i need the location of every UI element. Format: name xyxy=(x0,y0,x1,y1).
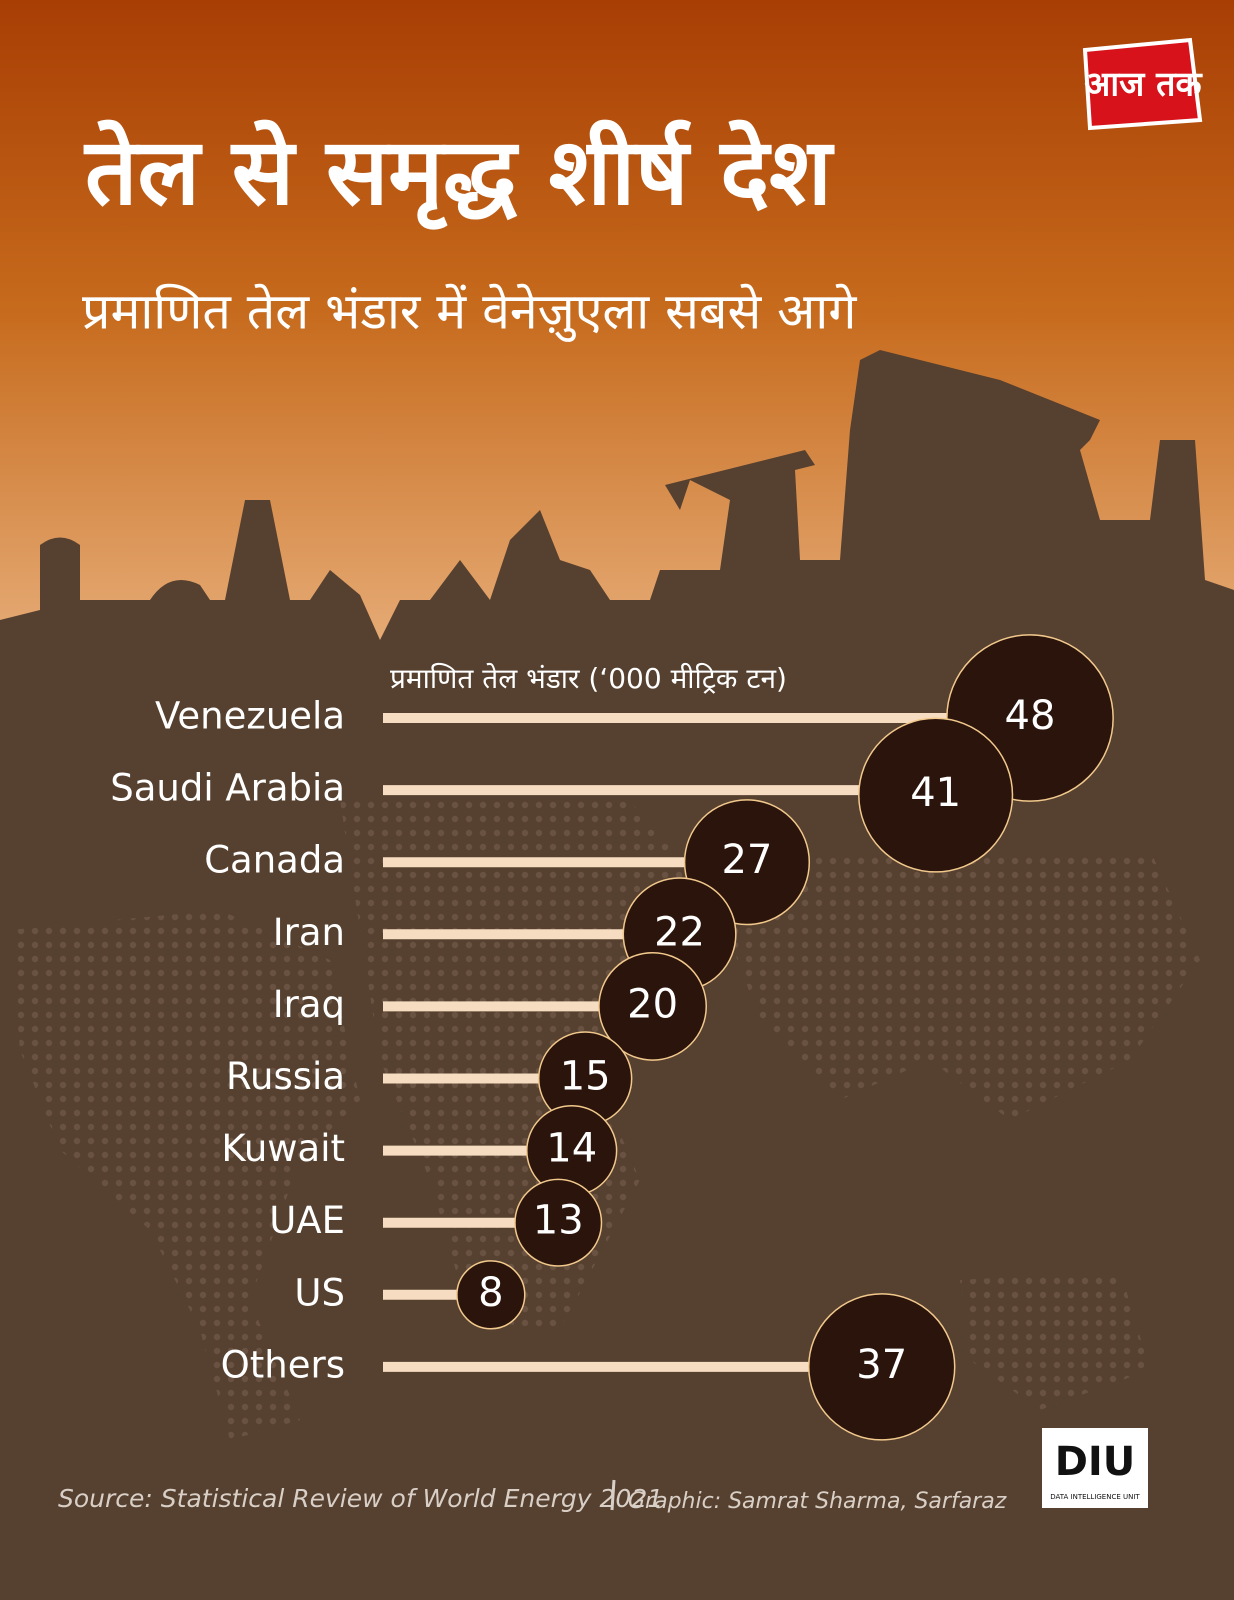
category-label: Canada xyxy=(204,839,345,882)
category-label: UAE xyxy=(269,1199,345,1242)
category-label: Kuwait xyxy=(221,1127,345,1170)
bubble xyxy=(858,717,1014,873)
value-label: 41 xyxy=(910,770,961,816)
bubble xyxy=(514,1178,603,1267)
value-label: 15 xyxy=(560,1054,611,1100)
bubble xyxy=(456,1260,526,1330)
oil-field-silhouette xyxy=(0,350,1234,680)
value-label: 13 xyxy=(533,1198,584,1244)
bubble xyxy=(598,951,707,1061)
category-label: Saudi Arabia xyxy=(110,767,345,810)
bubble xyxy=(807,1293,956,1441)
source: Source: Statistical Review of World Ener… xyxy=(58,1484,663,1513)
credit: Graphic: Samrat Sharma, Sarfaraz xyxy=(628,1489,1007,1514)
value-label: 37 xyxy=(856,1342,907,1388)
value-label: 8 xyxy=(478,1270,503,1316)
badge-subtitle: DATA INTELLIGENCE UNIT xyxy=(1050,1493,1140,1501)
badge-box xyxy=(1042,1428,1148,1508)
diu-badge: DIU DATA INTELLIGENCE UNIT xyxy=(1042,1428,1148,1508)
axis-label: प्रमाणित तेल भंडार (‘000 मीट्रिक टन) xyxy=(390,662,787,695)
logo: आज तक xyxy=(1082,37,1204,131)
category-label: Iraq xyxy=(273,983,345,1026)
chart-title: तेल से समृद्ध शीर्ष देश xyxy=(83,118,835,230)
chart-subtitle: प्रमाणित तेल भंडार में वेनेज़ुएला सबसे आ… xyxy=(82,283,857,343)
logo-badge xyxy=(1082,37,1203,131)
category-label: Russia xyxy=(226,1055,345,1098)
value-label: 14 xyxy=(546,1126,597,1172)
logo-text: आज तक xyxy=(1084,65,1203,105)
value-label: 22 xyxy=(654,909,705,955)
category-label: Venezuela xyxy=(155,695,345,738)
badge-text: DIU xyxy=(1055,1439,1136,1485)
value-label: 20 xyxy=(627,981,678,1027)
category-label: Iran xyxy=(273,911,345,954)
plot: Venezuela Saudi Arabia Canada Iran Iraq Russi… xyxy=(110,634,1114,1441)
category-label: US xyxy=(294,1271,345,1314)
separator xyxy=(610,1479,616,1511)
world-map xyxy=(10,790,1200,1440)
category-label: Others xyxy=(221,1343,345,1386)
value-label: 27 xyxy=(721,837,772,883)
value-label: 48 xyxy=(1005,693,1056,739)
